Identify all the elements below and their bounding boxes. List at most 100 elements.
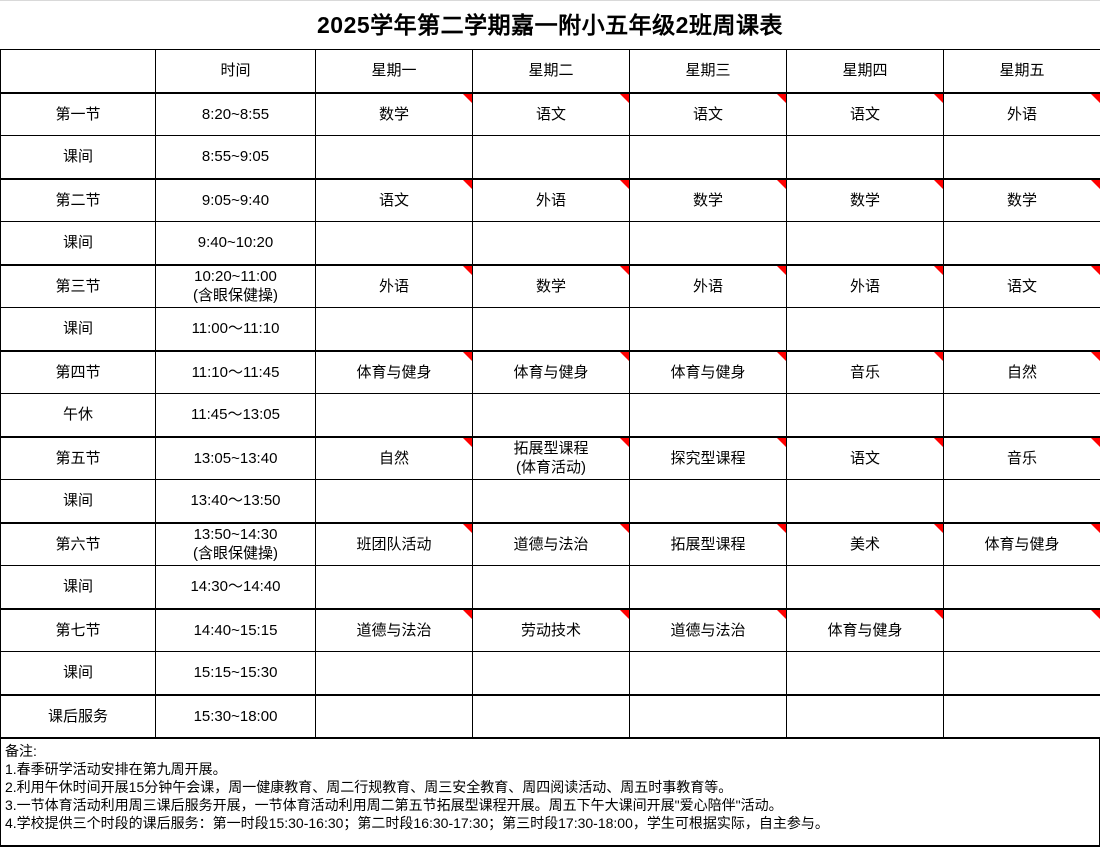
time-cell[interactable]: 9:05~9:40 bbox=[155, 177, 316, 222]
empty-cell[interactable] bbox=[472, 393, 630, 437]
empty-cell[interactable] bbox=[472, 565, 630, 609]
subject-cell[interactable]: 语文 bbox=[629, 91, 787, 136]
subject-cell[interactable]: 语文 bbox=[943, 263, 1100, 308]
time-cell[interactable]: 11:45～13:05 bbox=[155, 393, 316, 437]
subject-cell[interactable]: 劳动技术 bbox=[472, 607, 630, 652]
time-cell[interactable]: 15:30~18:00 bbox=[155, 693, 316, 739]
subject-cell[interactable]: 外语 bbox=[786, 263, 944, 308]
subject-cell[interactable]: 道德与法治 bbox=[629, 607, 787, 652]
empty-cell[interactable] bbox=[629, 565, 787, 609]
empty-cell[interactable] bbox=[629, 479, 787, 523]
subject-cell[interactable]: 自然 bbox=[943, 349, 1100, 394]
subject-cell[interactable]: 数学 bbox=[943, 177, 1100, 222]
subject-cell[interactable]: 语文 bbox=[472, 91, 630, 136]
header-cell-thursday[interactable]: 星期四 bbox=[786, 49, 944, 93]
empty-cell[interactable] bbox=[943, 479, 1100, 523]
subject-cell[interactable]: 外语 bbox=[943, 91, 1100, 136]
header-cell-tuesday[interactable]: 星期二 bbox=[472, 49, 630, 93]
subject-cell[interactable]: 道德与法治 bbox=[315, 607, 473, 652]
empty-cell[interactable] bbox=[315, 651, 473, 695]
row-label-cell[interactable]: 第六节 bbox=[0, 521, 156, 566]
empty-cell[interactable] bbox=[786, 565, 944, 609]
time-cell[interactable]: 11:00～11:10 bbox=[155, 307, 316, 351]
subject-cell[interactable]: 自然 bbox=[315, 435, 473, 480]
header-cell-friday[interactable]: 星期五 bbox=[943, 49, 1100, 93]
empty-cell[interactable] bbox=[629, 393, 787, 437]
empty-cell[interactable] bbox=[943, 693, 1100, 739]
empty-cell[interactable] bbox=[786, 693, 944, 739]
empty-cell[interactable] bbox=[315, 693, 473, 739]
subject-cell[interactable]: 数学 bbox=[629, 177, 787, 222]
time-cell[interactable]: 14:30～14:40 bbox=[155, 565, 316, 609]
empty-cell[interactable] bbox=[629, 651, 787, 695]
row-label-cell[interactable]: 课间 bbox=[0, 221, 156, 265]
empty-cell[interactable] bbox=[943, 393, 1100, 437]
subject-cell[interactable]: 拓展型课程 (体育活动) bbox=[472, 435, 630, 480]
subject-cell[interactable]: 体育与健身 bbox=[315, 349, 473, 394]
subject-cell[interactable]: 音乐 bbox=[786, 349, 944, 394]
time-cell[interactable]: 10:20~11:00 (含眼保健操) bbox=[155, 263, 316, 308]
empty-cell[interactable] bbox=[943, 307, 1100, 351]
time-cell[interactable]: 13:40～13:50 bbox=[155, 479, 316, 523]
subject-cell[interactable]: 外语 bbox=[315, 263, 473, 308]
subject-cell[interactable]: 语文 bbox=[786, 435, 944, 480]
subject-cell[interactable]: 语文 bbox=[315, 177, 473, 222]
subject-cell[interactable]: 拓展型课程 bbox=[629, 521, 787, 566]
empty-cell[interactable] bbox=[472, 221, 630, 265]
empty-cell[interactable] bbox=[786, 135, 944, 179]
empty-cell[interactable] bbox=[472, 307, 630, 351]
empty-cell[interactable] bbox=[315, 479, 473, 523]
header-cell-blank[interactable] bbox=[0, 49, 156, 93]
time-cell[interactable]: 11:10～11:45 bbox=[155, 349, 316, 394]
empty-cell[interactable] bbox=[472, 693, 630, 739]
subject-cell[interactable]: 班团队活动 bbox=[315, 521, 473, 566]
empty-cell[interactable] bbox=[472, 651, 630, 695]
header-cell-monday[interactable]: 星期一 bbox=[315, 49, 473, 93]
time-cell[interactable]: 8:55~9:05 bbox=[155, 135, 316, 179]
time-cell[interactable]: 8:20~8:55 bbox=[155, 91, 316, 136]
empty-cell[interactable] bbox=[786, 393, 944, 437]
subject-cell[interactable]: 体育与健身 bbox=[629, 349, 787, 394]
subject-cell[interactable]: 体育与健身 bbox=[786, 607, 944, 652]
subject-cell[interactable]: 音乐 bbox=[943, 435, 1100, 480]
row-label-cell[interactable]: 第一节 bbox=[0, 91, 156, 136]
time-cell[interactable]: 15:15~15:30 bbox=[155, 651, 316, 695]
row-label-cell[interactable]: 第四节 bbox=[0, 349, 156, 394]
header-cell-time[interactable]: 时间 bbox=[155, 49, 316, 93]
subject-cell[interactable]: 数学 bbox=[472, 263, 630, 308]
row-label-cell[interactable]: 午休 bbox=[0, 393, 156, 437]
time-cell[interactable]: 13:05~13:40 bbox=[155, 435, 316, 480]
empty-cell[interactable] bbox=[629, 307, 787, 351]
empty-cell[interactable] bbox=[786, 307, 944, 351]
subject-cell[interactable]: 体育与健身 bbox=[943, 521, 1100, 566]
empty-cell[interactable] bbox=[315, 135, 473, 179]
empty-cell[interactable] bbox=[943, 135, 1100, 179]
empty-cell[interactable] bbox=[472, 479, 630, 523]
time-cell[interactable]: 14:40~15:15 bbox=[155, 607, 316, 652]
subject-cell[interactable]: 体育与健身 bbox=[472, 349, 630, 394]
time-cell[interactable]: 9:40~10:20 bbox=[155, 221, 316, 265]
row-label-cell[interactable]: 第三节 bbox=[0, 263, 156, 308]
subject-cell[interactable]: 外语 bbox=[629, 263, 787, 308]
row-label-cell[interactable]: 课间 bbox=[0, 307, 156, 351]
empty-cell[interactable] bbox=[629, 135, 787, 179]
time-cell[interactable]: 13:50~14:30 (含眼保健操) bbox=[155, 521, 316, 566]
row-label-cell[interactable]: 第五节 bbox=[0, 435, 156, 480]
empty-cell[interactable] bbox=[315, 221, 473, 265]
empty-cell[interactable] bbox=[315, 393, 473, 437]
empty-cell[interactable] bbox=[786, 479, 944, 523]
empty-cell[interactable] bbox=[943, 651, 1100, 695]
empty-cell[interactable] bbox=[943, 221, 1100, 265]
empty-cell[interactable] bbox=[629, 221, 787, 265]
empty-cell[interactable] bbox=[629, 693, 787, 739]
row-label-cell[interactable]: 课间 bbox=[0, 479, 156, 523]
subject-cell[interactable]: 语文 bbox=[786, 91, 944, 136]
row-label-cell[interactable]: 课间 bbox=[0, 565, 156, 609]
row-label-cell[interactable]: 课间 bbox=[0, 651, 156, 695]
empty-cell[interactable] bbox=[786, 651, 944, 695]
subject-cell[interactable]: 外语 bbox=[472, 177, 630, 222]
empty-cell[interactable] bbox=[315, 565, 473, 609]
row-label-cell[interactable]: 第七节 bbox=[0, 607, 156, 652]
subject-cell[interactable]: 道德与法治 bbox=[472, 521, 630, 566]
header-cell-wednesday[interactable]: 星期三 bbox=[629, 49, 787, 93]
